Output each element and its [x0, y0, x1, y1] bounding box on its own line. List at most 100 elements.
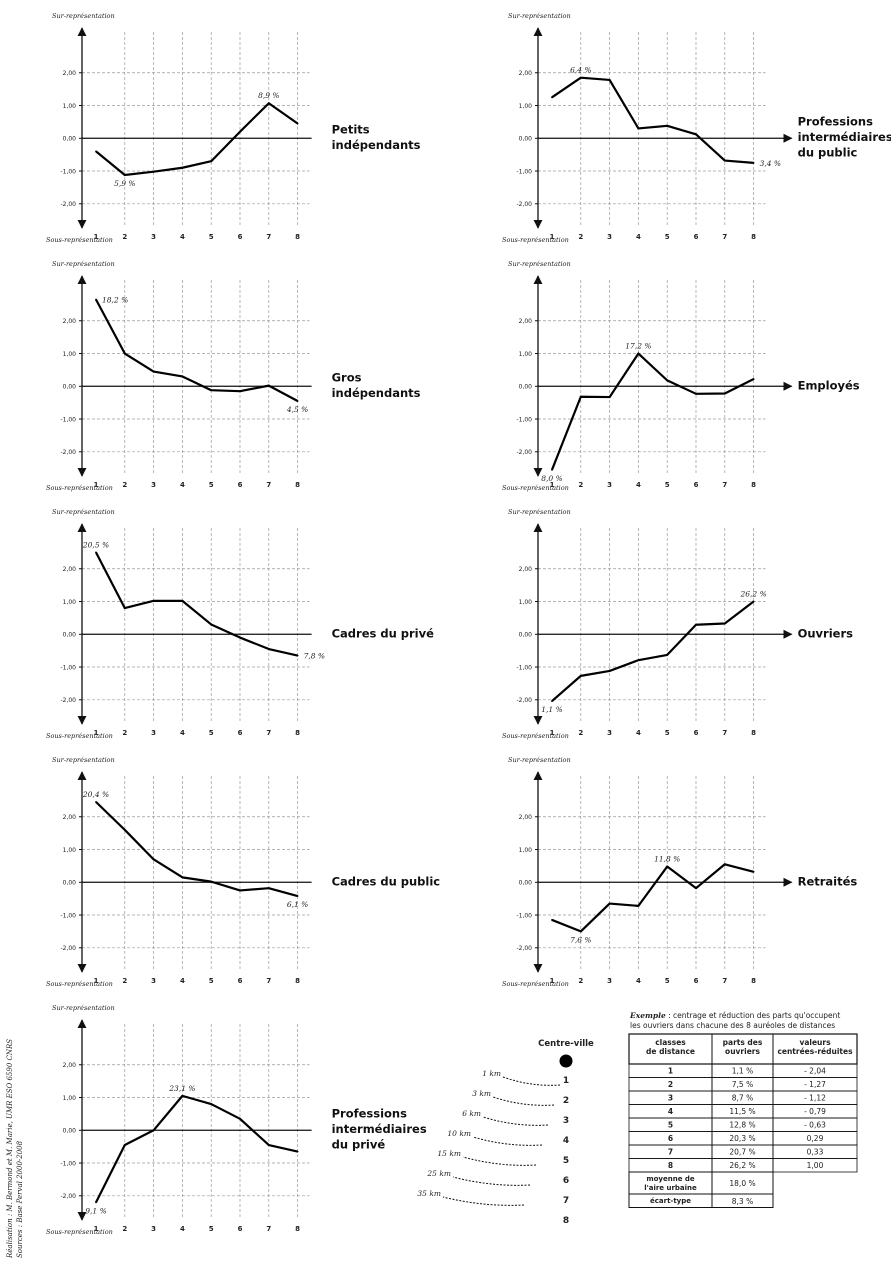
data-point [123, 174, 126, 176]
credits-line-1: Réalisation : M. Bermond et M. Marie, UM… [6, 1039, 14, 1259]
data-point [723, 159, 726, 162]
data-point [723, 392, 726, 395]
x-tick-label: 1 [94, 481, 99, 489]
data-point [579, 395, 582, 398]
data-point [181, 375, 184, 378]
x-tick-label: 6 [694, 729, 699, 737]
data-point [296, 895, 299, 897]
chart-panel: Sur-représentation Sous-représentation 2,0… [502, 508, 853, 740]
series-line [551, 863, 754, 933]
distance-ring [472, 1136, 543, 1146]
data-point [752, 378, 755, 380]
x-tick-label: 2 [122, 977, 127, 985]
x-tick-label: 3 [607, 233, 612, 241]
distance-class-number: 2 [563, 1096, 569, 1106]
x-tick-label: 1 [94, 977, 99, 985]
series-line [95, 801, 298, 898]
x-tick-label: 1 [550, 729, 555, 737]
data-label: 26,2 % [739, 590, 766, 599]
distance-ring [482, 1116, 549, 1126]
series-line [95, 102, 299, 177]
x-tick-label: 2 [122, 1225, 127, 1233]
distance-class-number: 5 [563, 1156, 569, 1166]
x-tick-label: 3 [151, 977, 156, 985]
x-tick-label: 8 [751, 977, 756, 985]
data-point [637, 659, 640, 662]
table-header-cell: classes [655, 1038, 686, 1047]
distance-diagram: Centre-ville 1 2 3 4 5 6 7 8 1 km 3 km 6 km 10 km 15 … [417, 1039, 594, 1226]
data-point [551, 96, 553, 99]
data-point [551, 919, 553, 921]
y-tick-label: 0,00 [519, 384, 533, 391]
axis-top-label: Sur-représentation [508, 508, 571, 516]
x-tick-label: 7 [266, 481, 271, 489]
chart-panel: Sur-représentation Sous-représentation 2,0… [46, 1004, 427, 1236]
y-tick-label: 1,00 [63, 599, 77, 606]
y-tick-label: 2,00 [63, 318, 77, 325]
data-point [123, 352, 126, 355]
table-caption: Exemple : centrage et réduction des part… [629, 1011, 840, 1020]
x-tick-label: 3 [607, 977, 612, 985]
data-point [551, 700, 553, 703]
y-tick-label: 1,00 [63, 103, 77, 110]
y-tick-label: -1,00 [516, 416, 532, 423]
data-label: 1,1 % [541, 705, 562, 714]
x-tick-label: 1 [550, 233, 555, 241]
y-tick-label: -2,00 [60, 945, 76, 952]
series-line [551, 76, 754, 164]
table-header-cell: valeurs [799, 1038, 831, 1047]
chart-title: du privé [332, 1137, 386, 1151]
chart-title: intermédiaires [798, 130, 891, 144]
data-point [239, 1117, 241, 1120]
y-tick-label: -1,00 [60, 168, 76, 175]
data-label: 3,4 % [760, 159, 781, 168]
x-tick-label: 8 [295, 977, 300, 985]
data-point [239, 130, 241, 133]
table-cell: - 1,12 [804, 1094, 826, 1103]
distance-ring [492, 1096, 555, 1106]
data-label: 17,2 % [625, 342, 651, 351]
y-tick-label: 2,00 [519, 318, 533, 325]
data-point [210, 623, 213, 626]
data-label: 20,4 % [82, 790, 109, 799]
data-point [95, 801, 97, 803]
credits-line-2: Sources : Base Perval 2000-2008 [16, 1140, 24, 1258]
table-cell: 0,29 [807, 1134, 824, 1143]
distance-class-number: 8 [563, 1216, 569, 1226]
y-tick-label: -2,00 [60, 1193, 76, 1200]
series-line [550, 352, 755, 471]
data-point [267, 648, 270, 650]
data-point [695, 392, 697, 395]
x-tick-label: 7 [266, 729, 271, 737]
y-tick-label: -2,00 [60, 697, 76, 704]
y-tick-label: -2,00 [60, 201, 76, 208]
y-tick-label: 2,00 [519, 814, 533, 821]
x-tick-label: 5 [209, 729, 214, 737]
distance-km-label: 35 km [417, 1189, 441, 1198]
axis-bottom-label: Sous-représentation [502, 236, 569, 244]
axis-bottom-label: Sous-représentation [502, 484, 569, 492]
x-tick-label: 2 [578, 481, 583, 489]
data-point [123, 828, 126, 831]
x-tick-label: 6 [238, 481, 243, 489]
table-cell: 20,3 % [729, 1134, 755, 1143]
x-tick-label: 6 [238, 977, 243, 985]
data-point [752, 870, 755, 873]
table-cell: - 2,04 [804, 1067, 826, 1076]
table-cell: - 0,63 [804, 1121, 826, 1130]
x-tick-label: 5 [209, 1225, 214, 1233]
x-tick-label: 6 [694, 977, 699, 985]
x-tick-label: 5 [665, 729, 670, 737]
data-point [267, 102, 270, 105]
data-point [666, 379, 669, 382]
table-cell: 4 [668, 1107, 673, 1116]
data-point [267, 887, 270, 890]
data-point [695, 133, 697, 136]
data-point [95, 551, 97, 554]
axis-bottom-label: Sous-représentation [46, 732, 113, 740]
data-point [152, 1129, 155, 1132]
x-tick-label: 5 [209, 481, 214, 489]
data-point [579, 674, 582, 677]
table-cell: 6 [668, 1134, 673, 1143]
